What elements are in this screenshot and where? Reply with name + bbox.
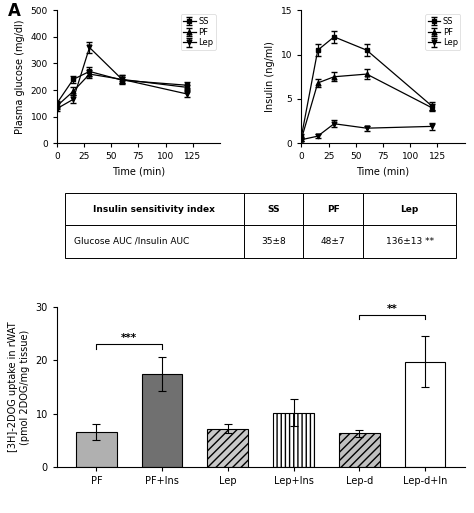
Bar <box>142 374 182 467</box>
Bar <box>405 362 446 467</box>
X-axis label: Time (min): Time (min) <box>356 167 410 177</box>
Bar <box>273 412 314 467</box>
Bar <box>208 428 248 467</box>
Text: **: ** <box>387 304 398 313</box>
Text: ***: *** <box>121 333 137 343</box>
Text: A: A <box>8 2 21 21</box>
Y-axis label: Insulin (ng/ml): Insulin (ng/ml) <box>265 42 275 112</box>
Y-axis label: [3H]-2DOG uptake in rWAT
(pmol 2DOG/mg tissue): [3H]-2DOG uptake in rWAT (pmol 2DOG/mg t… <box>9 322 30 452</box>
Y-axis label: Plasma glucose (mg/dl): Plasma glucose (mg/dl) <box>15 19 25 134</box>
Legend: SS, PF, Lep: SS, PF, Lep <box>425 14 460 50</box>
Legend: SS, PF, Lep: SS, PF, Lep <box>181 14 216 50</box>
Bar <box>339 433 380 467</box>
X-axis label: Time (min): Time (min) <box>112 167 165 177</box>
Bar <box>76 432 117 467</box>
